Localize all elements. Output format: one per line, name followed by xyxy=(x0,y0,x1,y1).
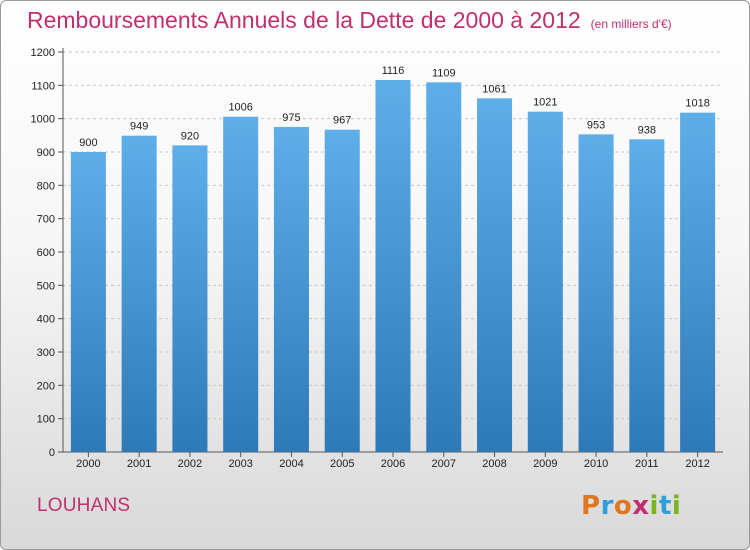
data-labels: 900 949 920 1006 975 967 1116 1109 1061 1021 953 93… xyxy=(79,65,710,149)
data-label-2003: 1006 xyxy=(228,102,252,114)
y-tick-label: 0 xyxy=(49,447,55,459)
y-tick-label: 200 xyxy=(37,380,55,392)
data-label-2000: 900 xyxy=(79,137,97,149)
x-tick-label-2012: 2012 xyxy=(685,458,709,470)
x-tick-label-2006: 2006 xyxy=(381,458,405,470)
y-tick-label: 900 xyxy=(37,147,55,159)
data-label-2012: 1018 xyxy=(685,98,709,110)
x-tick-label-2009: 2009 xyxy=(533,458,557,470)
x-tick-label-2005: 2005 xyxy=(330,458,354,470)
x-tick-label-2000: 2000 xyxy=(76,458,100,470)
logo-letter: t xyxy=(658,491,672,521)
logo-letter: P xyxy=(581,491,601,521)
x-tick-label-2008: 2008 xyxy=(482,458,506,470)
y-tick-label: 600 xyxy=(37,247,55,259)
chart-title-text: Remboursements Annuels de la Dette de 20… xyxy=(27,7,581,33)
y-tick-label: 800 xyxy=(37,180,55,192)
x-tick-label-2007: 2007 xyxy=(432,458,456,470)
bar-2002 xyxy=(172,145,208,453)
logo-letter: o xyxy=(613,491,633,521)
data-label-2006: 1116 xyxy=(382,65,405,77)
bar-2012 xyxy=(680,112,716,453)
logo-letter: r xyxy=(600,491,614,521)
data-label-2009: 1021 xyxy=(533,97,557,109)
bar-2006 xyxy=(375,80,411,452)
proxiti-logo[interactable]: Proxiti xyxy=(581,491,681,521)
data-label-2010: 953 xyxy=(587,119,605,131)
commune-name: LOUHANS xyxy=(37,495,131,516)
y-tick-label: 700 xyxy=(37,214,55,226)
bar-2001 xyxy=(121,135,157,452)
bars xyxy=(70,80,716,453)
bar-2000 xyxy=(70,152,106,452)
logo-letter: x xyxy=(632,491,650,521)
bar-2008 xyxy=(477,98,513,452)
y-tick-label: 300 xyxy=(37,347,55,359)
bar-2007 xyxy=(426,82,462,452)
bar-2009 xyxy=(527,111,563,453)
x-tick-label-2011: 2011 xyxy=(635,458,659,470)
y-tick-label: 400 xyxy=(37,314,55,326)
data-label-2001: 949 xyxy=(130,121,148,133)
x-tick-label-2004: 2004 xyxy=(279,458,303,470)
y-tick-label: 1200 xyxy=(31,47,55,59)
y-tick-label: 1100 xyxy=(31,80,55,92)
chart-title: Remboursements Annuels de la Dette de 20… xyxy=(27,7,672,34)
y-tick-label: 500 xyxy=(37,280,55,292)
y-tick-label: 100 xyxy=(37,414,55,426)
y-tick-label: 1000 xyxy=(31,114,55,126)
data-label-2007: 1109 xyxy=(432,67,456,79)
bar-2011 xyxy=(629,139,665,453)
x-tick-label-2002: 2002 xyxy=(178,458,202,470)
data-label-2002: 920 xyxy=(181,130,199,142)
bar-2010 xyxy=(578,134,614,453)
x-tick-label-2010: 2010 xyxy=(584,458,608,470)
logo-letter: i xyxy=(671,491,682,521)
x-tick-label-2003: 2003 xyxy=(228,458,252,470)
bar-2004 xyxy=(273,127,309,452)
logo-letter: i xyxy=(649,491,659,521)
bar-2003 xyxy=(223,116,259,453)
bar-2005 xyxy=(324,129,360,452)
data-label-2008: 1061 xyxy=(482,83,506,95)
data-label-2011: 938 xyxy=(638,124,656,136)
data-label-2004: 975 xyxy=(282,112,300,124)
chart-subtitle: (en milliers d'€) xyxy=(590,17,672,31)
data-label-2005: 967 xyxy=(333,115,351,127)
x-tick-label-2001: 2001 xyxy=(127,458,151,470)
axes: 0 100 200 300 400 500 600 700 800 900 1000 1100 1200… xyxy=(31,47,723,470)
